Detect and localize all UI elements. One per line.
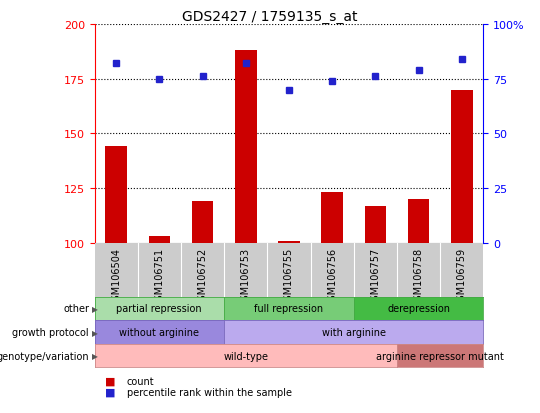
Text: percentile rank within the sample: percentile rank within the sample: [127, 387, 292, 397]
Text: without arginine: without arginine: [119, 327, 199, 337]
Text: ■: ■: [105, 387, 116, 397]
Text: GSM106759: GSM106759: [457, 247, 467, 306]
Bar: [235, 51, 256, 243]
Text: genotype/variation: genotype/variation: [0, 351, 89, 361]
Bar: [451, 90, 472, 243]
Text: with arginine: with arginine: [322, 327, 386, 337]
Text: other: other: [63, 304, 89, 314]
Bar: [278, 241, 300, 243]
Text: GSM106504: GSM106504: [111, 247, 121, 306]
Text: ▶: ▶: [92, 351, 98, 360]
Bar: [321, 193, 343, 243]
Text: GSM106756: GSM106756: [327, 247, 337, 306]
Text: full repression: full repression: [254, 304, 323, 314]
Text: GSM106753: GSM106753: [241, 247, 251, 306]
Bar: [408, 199, 429, 243]
Text: GDS2427 / 1759135_s_at: GDS2427 / 1759135_s_at: [183, 10, 357, 24]
Bar: [105, 147, 127, 243]
Text: GSM106758: GSM106758: [414, 247, 423, 306]
Text: count: count: [127, 375, 154, 386]
Text: ▶: ▶: [92, 304, 98, 313]
Text: ▶: ▶: [92, 328, 98, 337]
Text: growth protocol: growth protocol: [12, 327, 89, 337]
Bar: [192, 202, 213, 243]
Text: GSM106757: GSM106757: [370, 247, 380, 307]
Text: derepression: derepression: [387, 304, 450, 314]
Bar: [148, 237, 170, 243]
Text: arginine repressor mutant: arginine repressor mutant: [376, 351, 504, 361]
Text: partial repression: partial repression: [117, 304, 202, 314]
Text: GSM106751: GSM106751: [154, 247, 164, 306]
Text: wild-type: wild-type: [223, 351, 268, 361]
Bar: [364, 206, 386, 243]
Text: GSM106755: GSM106755: [284, 247, 294, 307]
Text: GSM106752: GSM106752: [198, 247, 207, 307]
Text: ■: ■: [105, 375, 116, 386]
